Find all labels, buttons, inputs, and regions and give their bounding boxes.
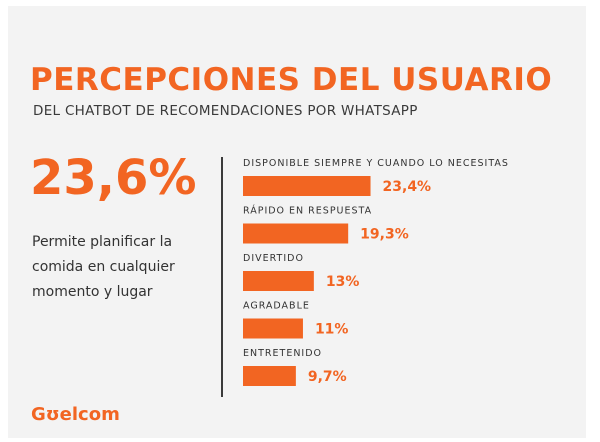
bar-value-label: 19,3% <box>360 227 409 243</box>
vertical-divider <box>221 157 223 397</box>
highlight-description: Permite planificar la comida en cualquie… <box>32 234 175 300</box>
bar <box>243 223 349 244</box>
infographic-card <box>8 6 586 438</box>
bar <box>243 271 314 291</box>
bar-label: DIVERTIDO <box>243 253 304 264</box>
bar <box>243 176 371 196</box>
bar <box>243 318 303 339</box>
bar-value-label: 11% <box>315 322 349 338</box>
bar-label: AGRADABLE <box>243 301 310 312</box>
bar-value-label: 23,4% <box>383 179 432 195</box>
brand-logo: Gʊelcom <box>31 404 120 425</box>
page-title: PERCEPCIONES DEL USUARIO <box>30 62 553 98</box>
bar-label: DISPONIBLE SIEMPRE Y CUANDO LO NECESITAS <box>243 158 509 169</box>
bar-value-label: 13% <box>326 274 360 290</box>
bar-value-label: 9,7% <box>308 369 347 385</box>
page-subtitle: DEL CHATBOT DE RECOMENDACIONES POR WHATS… <box>33 103 418 119</box>
bar-label: ENTRETENIDO <box>243 348 322 359</box>
bar-label: RÁPIDO EN RESPUESTA <box>243 205 372 217</box>
highlight-value: 23,6% <box>30 150 197 206</box>
bar <box>243 366 296 386</box>
